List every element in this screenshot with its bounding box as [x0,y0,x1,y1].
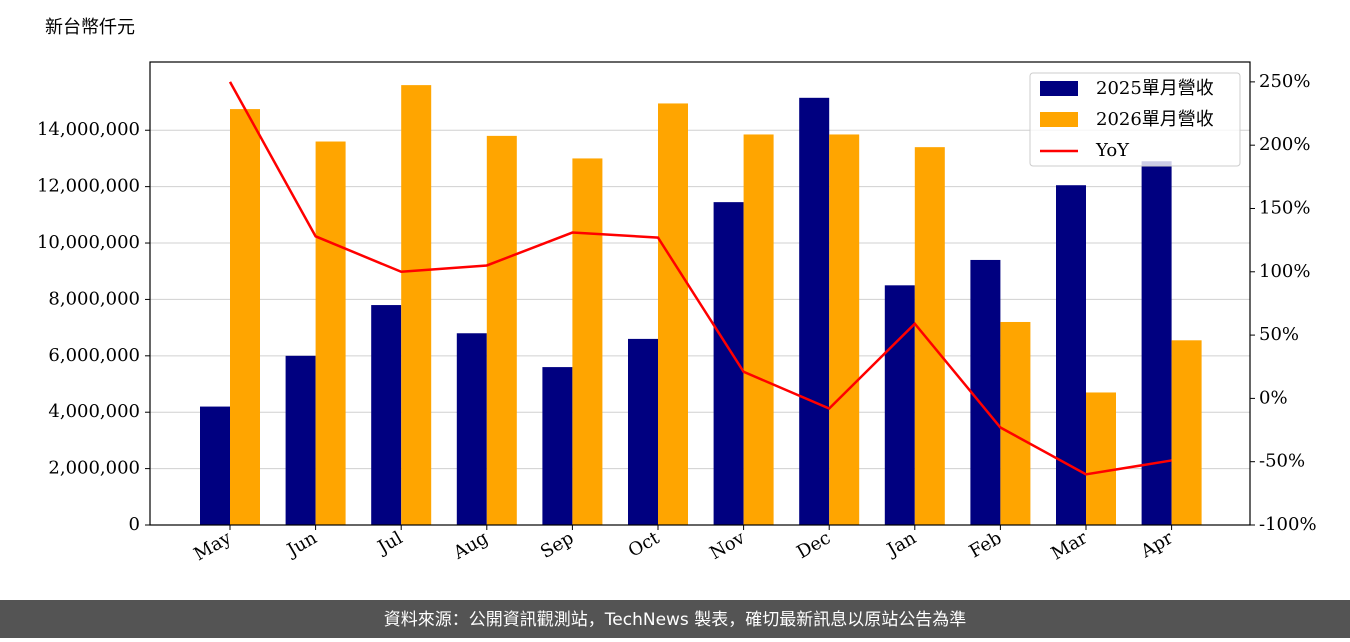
y-tick-label: 2,000,000 [48,458,140,479]
y-tick-label: 10,000,000 [37,232,140,253]
bar [1171,340,1202,525]
bar [884,285,915,525]
y2-tick-label: 250% [1259,71,1310,92]
bar [401,85,432,526]
y2-tick-label: -100% [1259,514,1317,535]
bar [572,158,603,526]
bar [371,305,402,525]
y-tick-label: 6,000,000 [48,345,140,366]
bar [829,134,860,526]
y2-tick-label: 0% [1259,387,1288,408]
legend-swatch [1040,81,1078,96]
legend-label: 2026單月營收 [1096,109,1214,130]
bar [628,338,658,525]
y2-tick-label: 200% [1259,134,1310,155]
y-tick-label: 14,000,000 [37,119,140,140]
bar [1056,185,1086,525]
bar [486,135,517,525]
bar [200,406,230,525]
footer [0,600,1350,638]
legend-label: 2025單月營收 [1096,78,1214,99]
bar [1086,392,1116,525]
bar [456,333,487,525]
bar [542,367,573,525]
bar [1141,161,1172,525]
bar [658,103,688,525]
y-tick-label: 12,000,000 [37,176,140,197]
bar [315,141,346,525]
legend [1029,72,1241,167]
y-axis-label: 新台幣仟元 [45,17,135,38]
bar [230,109,260,525]
bar [743,134,774,526]
legend-swatch [1040,112,1078,127]
legend-label: YoY [1095,140,1130,161]
y2-tick-label: -50% [1259,451,1305,472]
plot-frame [149,61,1251,526]
source: 資料來源：公開資訊觀測站，TechNews 製表，確切最新訊息以原站公告為準 [384,610,966,630]
line [228,81,1172,476]
y2-tick-label: 150% [1259,197,1310,218]
y-tick-label: 8,000,000 [48,288,140,309]
bar [1000,321,1031,525]
bar [970,259,1001,525]
bar [914,147,945,525]
bar [799,97,830,525]
y-tick-label: 4,000,000 [48,401,140,422]
y2-tick-label: 100% [1259,261,1310,282]
y2-tick-label: 50% [1259,324,1299,345]
bar [285,355,316,525]
y-tick-label: 0 [129,514,140,535]
